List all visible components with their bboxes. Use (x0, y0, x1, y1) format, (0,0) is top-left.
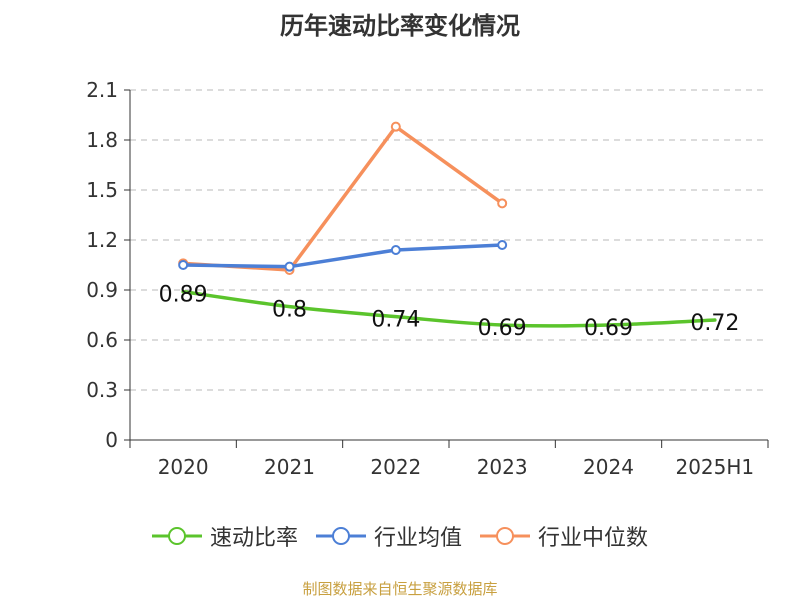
data-label-2: 0.74 (371, 308, 420, 333)
series-1-point-0 (178, 260, 189, 270)
series-1-point-1 (284, 261, 295, 272)
series-1-point-2 (390, 245, 401, 255)
x-tick-label-0: 2020 (158, 455, 209, 479)
series-line-0 (181, 289, 717, 328)
legend-item-industry-avg[interactable]: 行业均值 (315, 520, 462, 552)
x-tick-label-1: 2021 (264, 455, 315, 479)
data-label-1: 0.8 (272, 298, 307, 323)
data-label-3: 0.69 (478, 316, 527, 341)
y-tick-label-6: 1.8 (86, 128, 118, 152)
legend-label-industry-avg: 行业均值 (373, 526, 462, 551)
source-note: 制图数据来自恒生聚源数据库 (302, 580, 498, 598)
chart-title: 历年速动比率变化情况 (280, 12, 520, 40)
y-tick-label-1: 0.3 (86, 378, 118, 402)
x-tick-label-4: 2024 (583, 455, 634, 479)
y-tick-label-4: 1.2 (86, 228, 118, 252)
series-line-1 (181, 243, 504, 269)
series-2-point-3 (497, 198, 508, 209)
legend-item-industry-median[interactable]: 行业中位数 (480, 520, 648, 552)
legend-label-quick-ratio: 速动比率 (209, 526, 298, 551)
x-tick-label-2: 2022 (370, 455, 421, 479)
x-tick-label-5: 2025H1 (675, 455, 754, 479)
y-tick-label-3: 0.9 (86, 278, 118, 302)
y-tick-label-2: 0.6 (86, 328, 118, 352)
legend-quick-ratio-icon (151, 527, 202, 545)
x-tick-label-3: 2023 (477, 455, 528, 479)
legend: 速动比率 行业均值 行业中位数 (0, 520, 800, 552)
legend-label-industry-median: 行业中位数 (538, 526, 649, 551)
y-tick-label-7: 2.1 (86, 78, 118, 102)
legend-item-quick-ratio[interactable]: 速动比率 (151, 520, 298, 552)
series-1-point-3 (497, 240, 508, 250)
y-tick-label-5: 1.5 (86, 178, 118, 202)
legend-industry-avg-icon (315, 527, 366, 545)
y-tick-label-0: 0 (105, 428, 118, 452)
series-2-point-2 (390, 121, 401, 132)
data-label-0: 0.89 (159, 283, 208, 308)
legend-industry-median-icon (480, 527, 530, 545)
data-label-4: 0.69 (584, 316, 633, 341)
data-label-5: 0.72 (690, 311, 739, 336)
